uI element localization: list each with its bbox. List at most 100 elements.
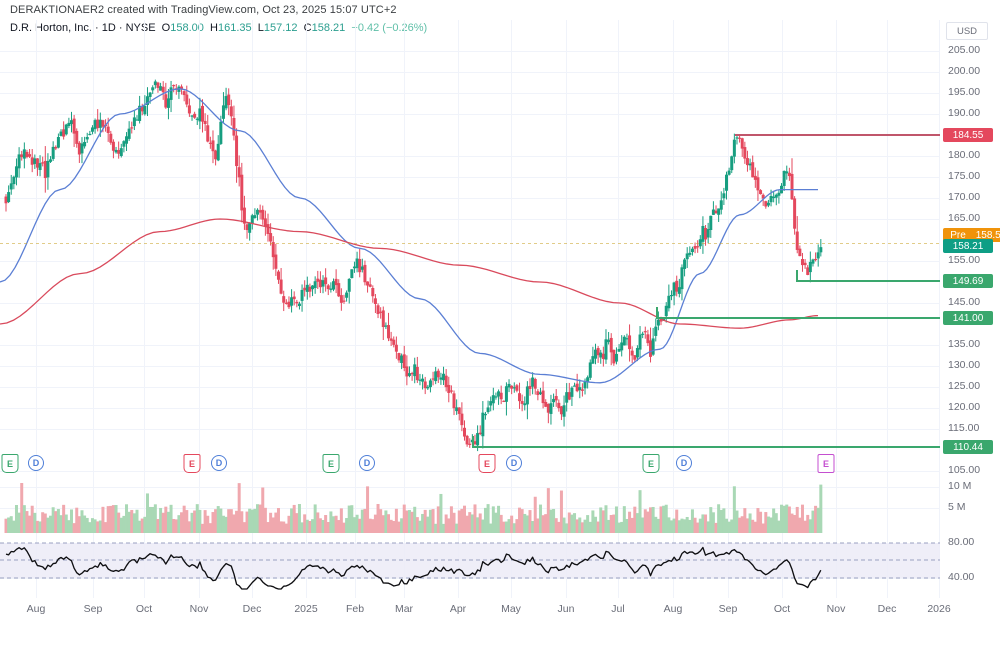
volume-bar <box>261 487 265 533</box>
volume-pane[interactable] <box>0 478 940 533</box>
candle <box>145 87 149 117</box>
candle <box>656 311 660 331</box>
volume-bar <box>646 511 650 533</box>
volume-bar <box>104 522 108 533</box>
legend-open-label: O <box>161 22 171 34</box>
event-marker-d[interactable]: D <box>359 455 375 471</box>
volume-bar <box>263 507 267 533</box>
time-axis-label: Oct <box>773 603 791 615</box>
rsi-series <box>0 542 940 590</box>
candle <box>363 260 367 286</box>
candle <box>334 269 338 294</box>
legend-symbol-name[interactable]: D.R. Horton, Inc. <box>10 22 92 34</box>
volume-bar <box>612 514 616 533</box>
volume-bar <box>528 510 532 533</box>
candle <box>318 271 322 293</box>
volume-bar <box>227 509 231 533</box>
volume-axis-label: 10 M <box>948 480 972 492</box>
price-badge-last-price[interactable]: 158.21 <box>943 239 993 253</box>
volume-series <box>4 483 823 533</box>
volume-bar <box>145 493 149 533</box>
candle <box>143 95 147 116</box>
price-badge-support-110[interactable]: 110.44 <box>943 440 993 454</box>
candle <box>49 156 53 164</box>
price-badge-support-141[interactable]: 141.00 <box>943 311 993 325</box>
price-badge-premarket-tag[interactable]: Pre <box>943 228 973 242</box>
candle <box>193 111 197 119</box>
event-marker-e[interactable]: E <box>642 454 660 473</box>
price-axis[interactable]: USD 205.00 200.00 195.00 190.00 180.00 175.00… <box>940 0 1000 615</box>
event-marker-e[interactable]: E <box>817 454 835 473</box>
volume-bar <box>523 513 527 533</box>
candle <box>389 331 393 346</box>
volume-bar <box>248 508 252 533</box>
volume-bar <box>114 505 118 533</box>
volume-bar <box>101 506 105 533</box>
candle <box>730 155 734 174</box>
volume-bar <box>730 519 734 533</box>
support-line-110[interactable] <box>472 446 940 448</box>
time-axis[interactable]: Aug Sep Oct Nov Dec 2025 Feb Mar Apr May Jun Jul Aug… <box>0 598 1000 622</box>
volume-bar <box>751 519 755 533</box>
volume-bar <box>491 506 495 533</box>
candle <box>208 136 212 149</box>
candle <box>808 251 812 283</box>
price-axis-label: 195.00 <box>948 86 981 98</box>
volume-bar <box>709 507 713 533</box>
volume-bar <box>722 508 726 533</box>
candle <box>250 213 254 230</box>
volume-bar <box>457 510 461 533</box>
volume-bar <box>819 484 823 533</box>
price-badge-support-149[interactable]: 149.69 <box>943 274 993 288</box>
event-marker-e[interactable]: E <box>183 454 201 473</box>
candle <box>311 285 315 297</box>
price-badge-resistance-184[interactable]: 184.55 <box>943 128 993 142</box>
candle <box>554 389 558 407</box>
support-line-141[interactable] <box>656 317 940 319</box>
legend-sep-2: · <box>118 22 123 34</box>
gridline <box>0 429 940 430</box>
event-marker-d[interactable]: D <box>211 455 227 471</box>
rsi-pane[interactable] <box>0 533 940 598</box>
candle <box>130 121 134 134</box>
event-marker-d[interactable]: D <box>506 455 522 471</box>
resistance-line-184[interactable] <box>735 134 940 136</box>
event-marker-e[interactable]: E <box>1 454 19 473</box>
event-marker-d[interactable]: D <box>28 455 44 471</box>
gridline <box>0 471 940 472</box>
candle <box>609 333 613 366</box>
candle <box>72 114 76 147</box>
time-axis-label: Dec <box>242 603 262 615</box>
price-badge-premarket-price[interactable]: 158.58 <box>969 228 1000 242</box>
volume-bar <box>785 504 789 533</box>
volume-bar <box>83 515 87 533</box>
price-axis-label: 145.00 <box>948 296 981 308</box>
price-axis-label: 105.00 <box>948 464 981 476</box>
candle <box>46 153 50 190</box>
legend-sep-1: · <box>94 22 99 34</box>
volume-bar <box>473 504 477 533</box>
candle <box>732 133 736 164</box>
support-line-149[interactable] <box>796 280 940 282</box>
volume-bar <box>541 515 545 533</box>
candle <box>67 117 71 129</box>
currency-box[interactable]: USD <box>946 22 988 40</box>
event-marker-d[interactable]: D <box>676 455 692 471</box>
event-marker-e[interactable]: E <box>322 454 340 473</box>
candle <box>9 174 13 195</box>
event-marker-e[interactable]: E <box>478 454 496 473</box>
candle <box>565 383 569 412</box>
candle <box>638 326 642 359</box>
volume-bar <box>151 506 155 533</box>
volume-bar <box>662 505 666 533</box>
volume-bar <box>22 505 26 533</box>
candle <box>54 145 58 151</box>
volume-bar <box>625 518 629 533</box>
candle <box>276 269 280 284</box>
volume-bar <box>80 510 84 533</box>
gridline <box>0 114 940 115</box>
legend-interval[interactable]: 1D <box>101 22 116 34</box>
candle <box>714 205 718 215</box>
price-pane[interactable] <box>0 20 940 460</box>
